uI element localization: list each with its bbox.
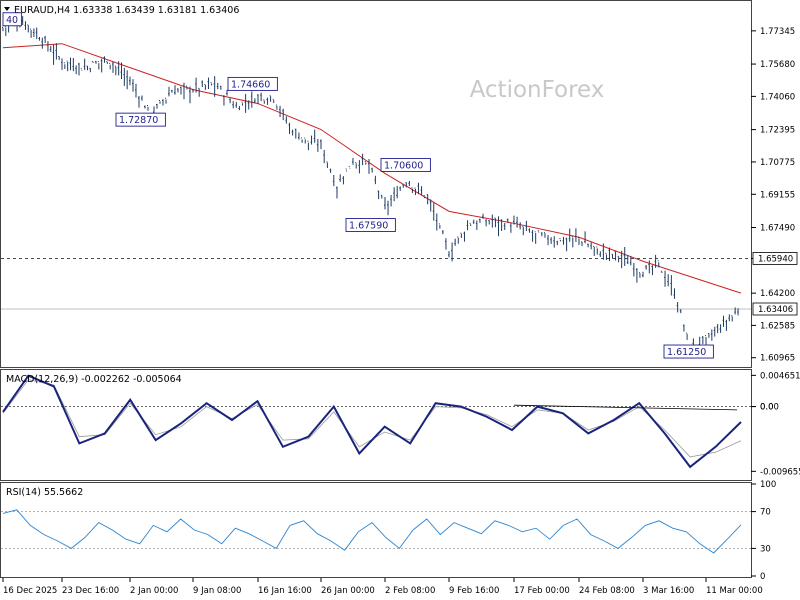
price-tick-label: 1.69155 <box>760 190 795 200</box>
triangle-down-icon[interactable] <box>4 7 10 11</box>
price-tick-label: 1.67490 <box>760 224 795 234</box>
x-tick-label: 26 Jan 00:00 <box>321 586 375 596</box>
x-tick-label: 16 Jan 16:00 <box>258 586 312 596</box>
price-tick-label: 1.60965 <box>760 354 795 364</box>
price-annotation-label: 1.70600 <box>384 160 423 171</box>
macd-line <box>2 374 742 469</box>
price-annotation-label: 1.72870 <box>119 115 158 126</box>
price-tick-label: 1.74060 <box>760 92 795 102</box>
x-tick-label: 11 Mar 00:00 <box>706 586 763 596</box>
price-tick-label: 1.64200 <box>760 289 795 299</box>
price-tick-label: 1.75680 <box>760 60 795 70</box>
watermark: ActionForex <box>470 77 605 103</box>
price-annotation-label: 1.67590 <box>349 221 388 232</box>
price-tick-label: 1.62585 <box>760 321 795 331</box>
macd-tick-label: -0.009655 <box>760 467 800 477</box>
macd-panel <box>0 369 752 481</box>
price-annotation-label: 1.61250 <box>667 347 706 358</box>
rsi-panel <box>0 482 752 578</box>
price-header: EURAUD,H4 1.63338 1.63439 1.63181 1.6340… <box>4 5 239 16</box>
x-tick-label: 3 Mar 16:00 <box>643 586 694 596</box>
x-tick-label: 2 Jan 00:00 <box>130 586 178 596</box>
price-level-label: 1.65940 <box>758 254 793 264</box>
price-annotation-label: 1.74660 <box>231 79 270 90</box>
macd-tick-label: 0.004651 <box>760 371 800 381</box>
price-annotation-box <box>227 76 278 91</box>
price-level-label: 1.63406 <box>758 305 793 315</box>
x-tick-label: 16 Dec 2025 <box>3 586 57 596</box>
price-annotation-box <box>345 218 396 232</box>
price-annotation-box <box>2 12 22 27</box>
macd-tick-label: 0.00 <box>760 403 779 413</box>
rsi-tick-label: 0 <box>760 572 765 582</box>
price-annotation-label: 40 <box>6 15 18 26</box>
x-tick-label: 23 Dec 16:00 <box>62 586 119 596</box>
rsi-header-text: RSI(14) 55.5662 <box>6 487 83 498</box>
price-tick-label: 1.77345 <box>760 27 795 37</box>
price-panel <box>0 0 752 368</box>
x-tick-label: 9 Feb 16:00 <box>449 586 499 596</box>
x-tick-label: 17 Feb 00:00 <box>514 586 570 596</box>
price-annotation-box <box>663 344 714 359</box>
price-level-label-box <box>752 302 798 316</box>
rsi-line <box>2 509 742 554</box>
rsi-tick-label: 70 <box>760 508 771 518</box>
price-annotation-box <box>380 157 431 172</box>
macd-divergence-line <box>513 404 738 411</box>
rsi-tick-label: 30 <box>760 544 771 554</box>
price-header-text: EURAUD,H4 1.63338 1.63439 1.63181 1.6340… <box>14 5 239 16</box>
price-level-label-box <box>752 252 798 265</box>
x-tick-label: 24 Feb 08:00 <box>579 586 635 596</box>
macd-tick-label: 0.0 <box>760 403 774 413</box>
price-tick-label: 1.72395 <box>760 126 795 136</box>
x-tick-label: 9 Jan 08:00 <box>193 586 241 596</box>
rsi-tick-label: 100 <box>760 480 776 490</box>
macd-header-text: MACD(12,26,9) -0.002262 -0.005064 <box>6 374 182 385</box>
x-tick-label: 2 Feb 08:00 <box>385 586 435 596</box>
price-tick-label: 1.70775 <box>760 158 795 168</box>
price-annotation-box <box>115 112 166 127</box>
